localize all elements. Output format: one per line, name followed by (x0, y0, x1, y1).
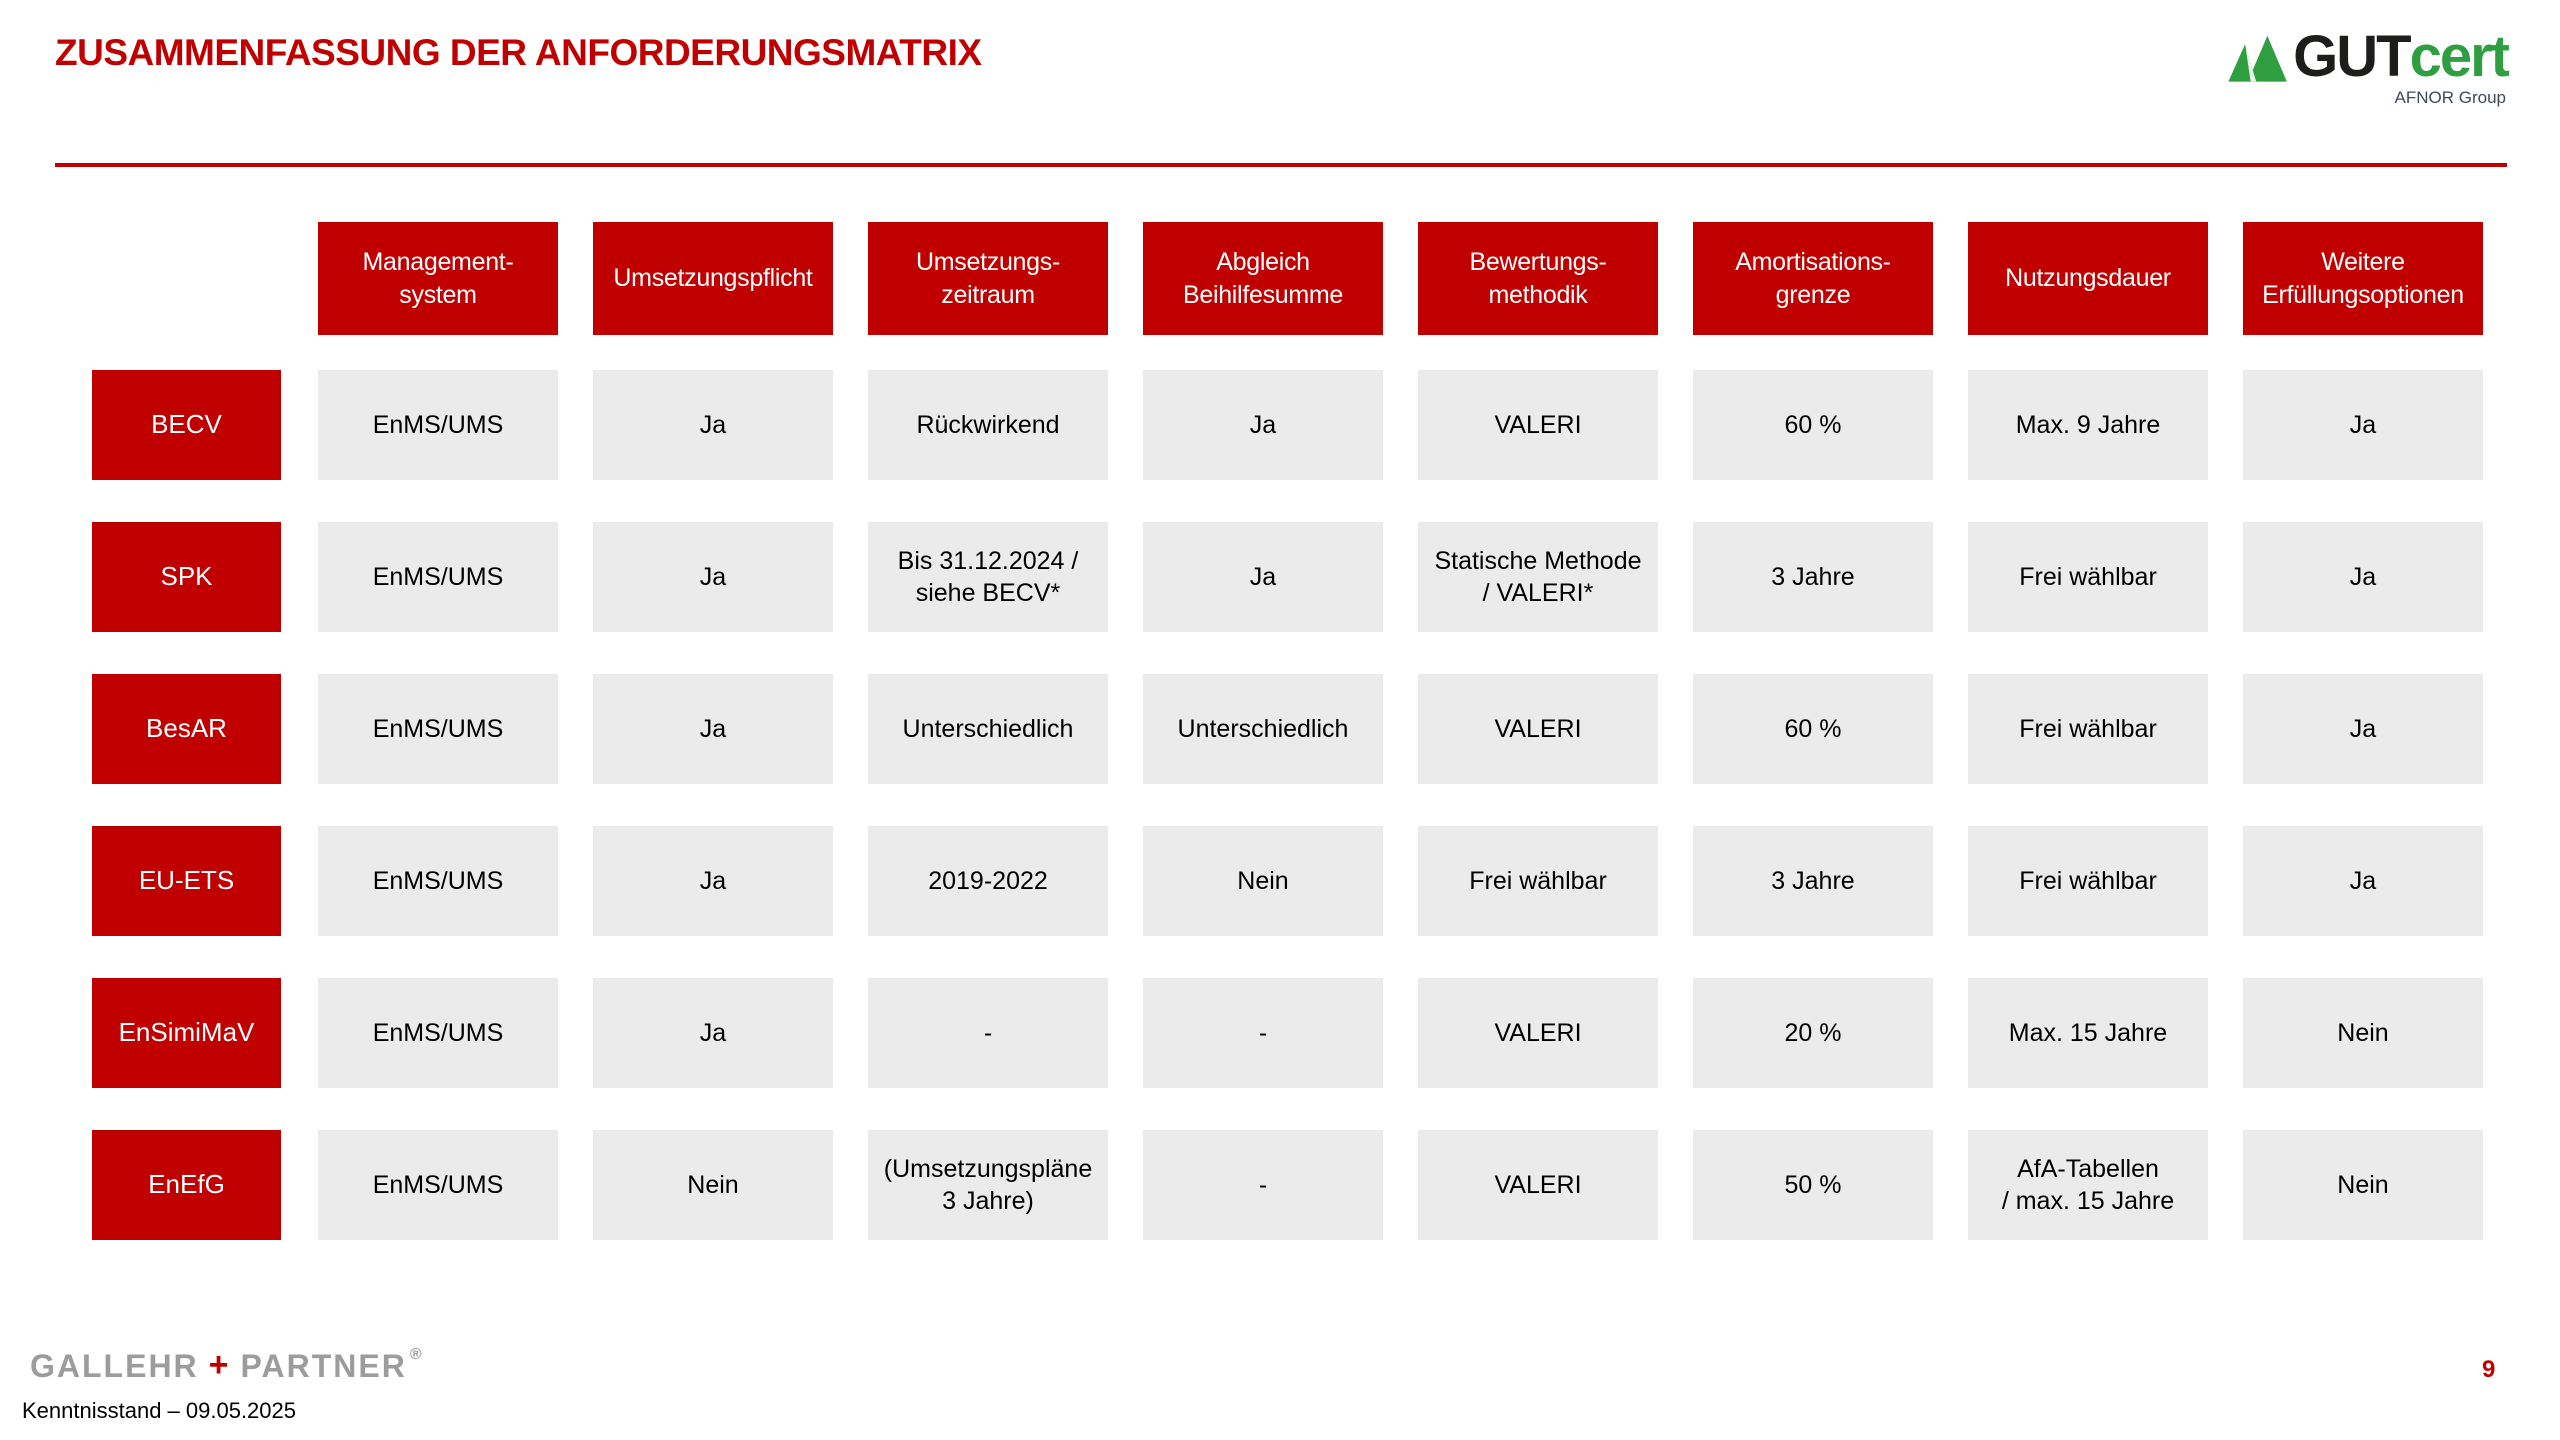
matrix-cell: 3 Jahre (1693, 522, 1933, 632)
afnor-subtitle: AFNOR Group (2394, 88, 2506, 107)
mountain-icon (2228, 35, 2287, 82)
matrix-cell: Frei wählbar (1968, 522, 2208, 632)
matrix-cell: EnMS/UMS (318, 978, 558, 1088)
matrix-cell: EnMS/UMS (318, 370, 558, 480)
matrix-cell: Max. 15 Jahre (1968, 978, 2208, 1088)
brand-gut: GUT (2293, 24, 2411, 89)
matrix-cell: - (1143, 1130, 1383, 1240)
matrix-cell: Ja (1143, 370, 1383, 480)
matrix-cell: 60 % (1693, 674, 1933, 784)
matrix-cell: Ja (593, 674, 833, 784)
column-header-abgleich-beihilfesumme: Abgleich Beihilfesumme (1143, 222, 1383, 335)
matrix-cell: EnMS/UMS (318, 674, 558, 784)
matrix-cell: VALERI (1418, 370, 1658, 480)
registered-mark-icon: ® (409, 1346, 422, 1363)
matrix-cell: Unterschiedlich (868, 674, 1108, 784)
matrix-cell: Ja (2243, 674, 2483, 784)
matrix-cell: 3 Jahre (1693, 826, 1933, 936)
gutcert-brand-row: GUT cert (2227, 24, 2510, 89)
matrix-cell: Bis 31.12.2024 / siehe BECV* (868, 522, 1108, 632)
matrix-cell: Nein (2243, 1130, 2483, 1240)
matrix-cell: 20 % (1693, 978, 1933, 1088)
plus-icon: + (208, 1346, 231, 1384)
matrix-cell: VALERI (1418, 978, 1658, 1088)
title-rule (55, 163, 2507, 167)
row-label-spk: SPK (92, 522, 281, 632)
matrix-cell: EnMS/UMS (318, 522, 558, 632)
column-header-managementsystem: Management- system (318, 222, 558, 335)
column-header-weitere-erfuellungsoptionen: Weitere Erfüllungsoptionen (2243, 222, 2483, 335)
matrix-cell: 50 % (1693, 1130, 1933, 1240)
gallehr-partner-logo: GALLEHR + PARTNER ® (30, 1346, 422, 1385)
matrix-cell: (Umsetzungspläne 3 Jahre) (868, 1130, 1108, 1240)
matrix-cell: - (868, 978, 1108, 1088)
page-number: 9 (2482, 1356, 2496, 1383)
column-header-nutzungsdauer: Nutzungsdauer (1968, 222, 2208, 335)
column-header-amortisationsgrenze: Amortisations- grenze (1693, 222, 1933, 335)
matrix-cell: Ja (593, 826, 833, 936)
matrix-cell: VALERI (1418, 674, 1658, 784)
partner-wordmark: PARTNER (240, 1348, 407, 1384)
brand-cert: cert (2409, 24, 2510, 89)
matrix-cell: Rückwirkend (868, 370, 1108, 480)
matrix-cell: EnMS/UMS (318, 1130, 558, 1240)
page-title: ZUSAMMENFASSUNG DER ANFORDERUNGSMATRIX (55, 32, 982, 73)
row-label-eu-ets: EU-ETS (92, 826, 281, 936)
matrix-cell: Ja (2243, 370, 2483, 480)
column-header-umsetzungszeitraum: Umsetzungs- zeitraum (868, 222, 1108, 335)
matrix-cell: Ja (593, 978, 833, 1088)
row-label-enefg: EnEfG (92, 1130, 281, 1240)
gutcert-logo: GUT cert AFNOR Group (2227, 24, 2510, 108)
matrix-cell: AfA-Tabellen / max. 15 Jahre (1968, 1130, 2208, 1240)
matrix-cell: Frei wählbar (1418, 826, 1658, 936)
matrix-cell: Nein (593, 1130, 833, 1240)
matrix-cell: Nein (2243, 978, 2483, 1088)
matrix-cell: Statische Methode / VALERI* (1418, 522, 1658, 632)
row-label-ensimimav: EnSimiMaV (92, 978, 281, 1088)
matrix-cell: 2019-2022 (868, 826, 1108, 936)
column-header-bewertungsmethodik: Bewertungs- methodik (1418, 222, 1658, 335)
row-label-besar: BesAR (92, 674, 281, 784)
matrix-cell: Ja (1143, 522, 1383, 632)
matrix-cell: Ja (2243, 522, 2483, 632)
matrix-cell: - (1143, 978, 1383, 1088)
gallehr-wordmark: GALLEHR (30, 1348, 199, 1384)
matrix-cell: Nein (1143, 826, 1383, 936)
matrix-cell: Max. 9 Jahre (1968, 370, 2208, 480)
matrix-cell: Frei wählbar (1968, 674, 2208, 784)
matrix-cell: VALERI (1418, 1130, 1658, 1240)
matrix-cell: Ja (593, 370, 833, 480)
matrix-cell: EnMS/UMS (318, 826, 558, 936)
status-note: Kenntnisstand – 09.05.2025 (22, 1398, 297, 1423)
matrix-cell: Ja (2243, 826, 2483, 936)
matrix-cell: Frei wählbar (1968, 826, 2208, 936)
column-header-umsetzungspflicht: Umsetzungspflicht (593, 222, 833, 335)
matrix-cell: Unterschiedlich (1143, 674, 1383, 784)
matrix-cell: 60 % (1693, 370, 1933, 480)
row-label-becv: BECV (92, 370, 281, 480)
matrix-cell: Ja (593, 522, 833, 632)
